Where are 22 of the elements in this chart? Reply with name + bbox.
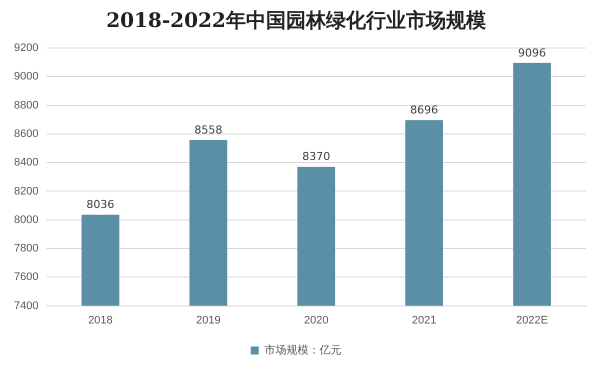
legend-label: 市场规模：亿元 xyxy=(264,343,342,356)
x-tick-label: 2019 xyxy=(196,314,221,326)
y-tick-label: 8400 xyxy=(14,156,38,169)
y-tick-label: 8600 xyxy=(14,128,38,140)
x-tick-label: 2020 xyxy=(304,314,328,326)
chart-title: 2018-2022年中国园林绿化行业市场规模 xyxy=(106,8,486,32)
y-tick-label: 8800 xyxy=(14,99,38,112)
data-label: 8370 xyxy=(302,150,330,164)
x-tick-label: 2022E xyxy=(516,314,548,326)
x-tick-label: 2018 xyxy=(88,314,113,326)
y-tick-label: 9000 xyxy=(14,70,38,83)
y-tick-label: 7800 xyxy=(14,242,38,255)
y-tick-label: 8000 xyxy=(14,214,38,226)
data-label: 8036 xyxy=(86,198,114,212)
data-label: 8696 xyxy=(410,104,438,117)
y-tick-label: 8200 xyxy=(14,185,38,198)
y-tick-label: 7600 xyxy=(14,271,38,284)
x-tick-label: 2021 xyxy=(412,314,436,326)
y-tick-label: 7400 xyxy=(14,300,38,312)
data-label: 8558 xyxy=(194,123,222,136)
data-label: 9096 xyxy=(518,46,546,60)
y-tick-label: 9200 xyxy=(14,42,38,54)
